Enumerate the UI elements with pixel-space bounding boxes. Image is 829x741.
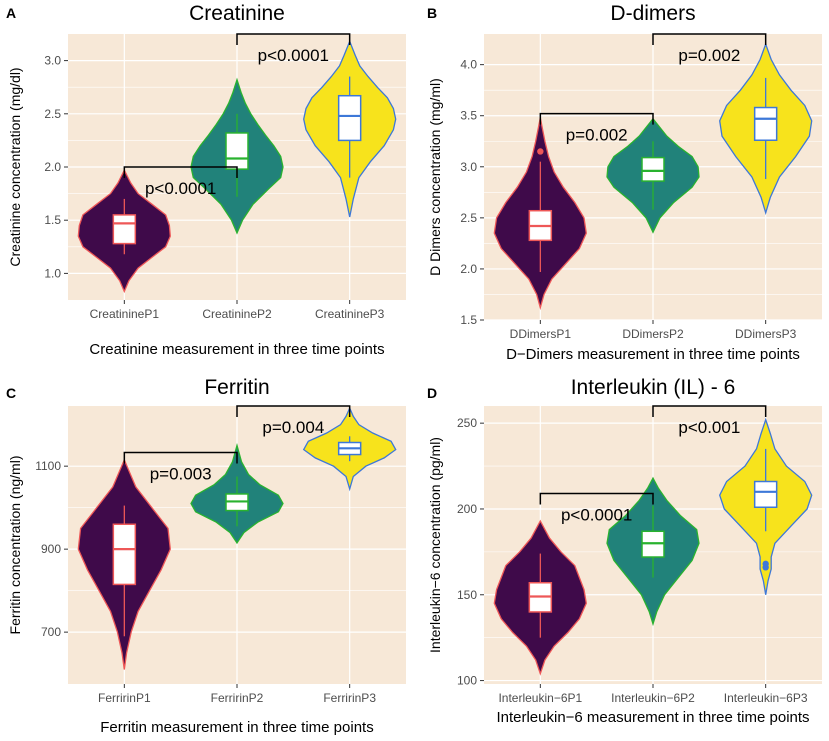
y-tick-label: 1.5 — [44, 213, 61, 227]
box — [641, 156, 665, 182]
y-tick-label: 1.5 — [460, 313, 477, 327]
p-value-label: p=0.004 — [262, 418, 324, 437]
violin-group-3 — [718, 417, 813, 595]
significance-bracket-2: p<0.0001 — [236, 33, 351, 65]
x-tick-label: CreatinineP2 — [202, 307, 272, 321]
outlier-point — [762, 560, 769, 568]
y-tick-label: 900 — [41, 542, 61, 556]
x-tick-label: CreatinineP1 — [90, 307, 160, 321]
significance-bracket-1: p<0.0001 — [539, 492, 654, 525]
panel-letter: A — [6, 5, 16, 21]
bracket-line — [236, 405, 351, 417]
x-axis-label: Ferritin measurement in three time point… — [100, 719, 373, 736]
x-tick-label: DDimersP3 — [735, 327, 797, 341]
chart-title: Interleukin (IL) - 6 — [571, 376, 736, 399]
box — [225, 132, 249, 170]
violin-group-1 — [77, 168, 171, 294]
x-tick-label: Interleukin−6P2 — [611, 691, 695, 705]
panel-letter: D — [427, 385, 437, 401]
x-tick-label: DDimersP2 — [622, 327, 684, 341]
y-tick-label: 250 — [457, 416, 477, 430]
box — [112, 214, 137, 245]
x-axis-label: D−Dimers measurement in three time point… — [506, 346, 800, 363]
bracket-line — [652, 405, 767, 417]
violin-group-3 — [303, 39, 397, 218]
panel-letter: C — [6, 385, 16, 401]
panel-d: 100 150 200 250 Interleukin−6P1 Interleukin−6… — [427, 376, 822, 726]
violin-group-2 — [190, 77, 284, 235]
y-tick-label: 2.5 — [460, 211, 477, 225]
panel-c: 700 900 1100 FerririnP1 FerririnP2 FerririnP3… — [6, 376, 406, 736]
p-value-label: p<0.0001 — [561, 506, 632, 525]
y-tick-label: 3.0 — [460, 160, 477, 174]
significance-bracket-2: p<0.001 — [652, 405, 767, 437]
p-value-label: p<0.0001 — [258, 46, 329, 65]
bracket-line — [539, 112, 654, 125]
y-tick-label: 200 — [457, 502, 477, 516]
p-value-label: p=0.002 — [678, 46, 740, 65]
bracket-line — [652, 33, 767, 45]
p-value-label: p<0.001 — [678, 418, 740, 437]
panel-letter: B — [427, 5, 437, 21]
box — [753, 106, 778, 141]
y-axis-label: Ferritin concentration (ng/ml) — [7, 456, 23, 635]
outlier-point — [537, 148, 544, 155]
y-axis-label: D Dimers concentration (mg/ml) — [427, 78, 443, 276]
y-tick-label: 1100 — [35, 459, 61, 473]
p-value-label: p<0.0001 — [145, 179, 216, 198]
p-value-label: p=0.003 — [150, 464, 212, 483]
x-tick-label: FerririnP1 — [98, 691, 151, 705]
significance-bracket-1: p<0.0001 — [123, 166, 238, 198]
chart-title: Creatinine — [189, 2, 285, 25]
y-axis-label: Creatinine concentration (mg/dl) — [7, 67, 23, 266]
x-tick-label: CreatinineP3 — [315, 307, 385, 321]
p-value-label: p=0.002 — [566, 126, 628, 145]
x-tick-label: DDimersP1 — [510, 327, 572, 341]
y-tick-label: 4.0 — [460, 58, 477, 72]
bracket-line — [236, 33, 351, 45]
y-tick-label: 1.0 — [44, 266, 61, 280]
y-tick-label: 2.0 — [44, 160, 61, 174]
y-tick-label: 700 — [41, 625, 61, 639]
x-tick-label: Interleukin−6P1 — [498, 691, 582, 705]
y-tick-label: 3.0 — [44, 54, 61, 68]
bracket-line — [123, 451, 238, 464]
x-axis-label: Creatinine measurement in three time poi… — [89, 341, 384, 358]
significance-bracket-1: p=0.003 — [123, 451, 238, 483]
y-axis-label: Interleukin−6 concentration (pg/ml) — [427, 437, 443, 653]
bracket-line — [539, 492, 654, 505]
x-tick-label: FerririnP3 — [323, 691, 376, 705]
x-axis-label: Interleukin−6 measurement in three time … — [496, 709, 809, 726]
significance-bracket-2: p=0.004 — [236, 405, 351, 437]
panel-a: 1.0 1.5 2.0 2.5 3.0 CreatinineP1 CreatinineP2 C… — [6, 2, 406, 358]
y-tick-label: 2.5 — [44, 107, 61, 121]
panel-b: 1.5 2.0 2.5 3.0 3.5 4.0 DDimersP1 DDimersP2 DDim… — [427, 2, 822, 363]
violin-group-1 — [493, 519, 587, 676]
violin-group-2 — [190, 442, 284, 545]
y-tick-label: 150 — [457, 588, 477, 602]
violin-group-1 — [77, 458, 171, 670]
x-tick-label: FerririnP2 — [211, 691, 264, 705]
significance-bracket-1: p=0.002 — [539, 112, 654, 145]
y-tick-label: 100 — [457, 674, 477, 688]
chart-title: D-dimers — [610, 2, 695, 25]
y-tick-label: 2.0 — [460, 262, 477, 276]
y-tick-label: 3.5 — [460, 109, 477, 123]
chart-title: Ferritin — [204, 376, 269, 399]
x-tick-label: Interleukin−6P3 — [724, 691, 808, 705]
violin-group-2 — [606, 476, 700, 627]
bracket-line — [123, 166, 238, 178]
box — [112, 523, 137, 586]
box — [337, 94, 362, 142]
box — [753, 480, 778, 508]
significance-bracket-2: p=0.002 — [652, 33, 767, 65]
